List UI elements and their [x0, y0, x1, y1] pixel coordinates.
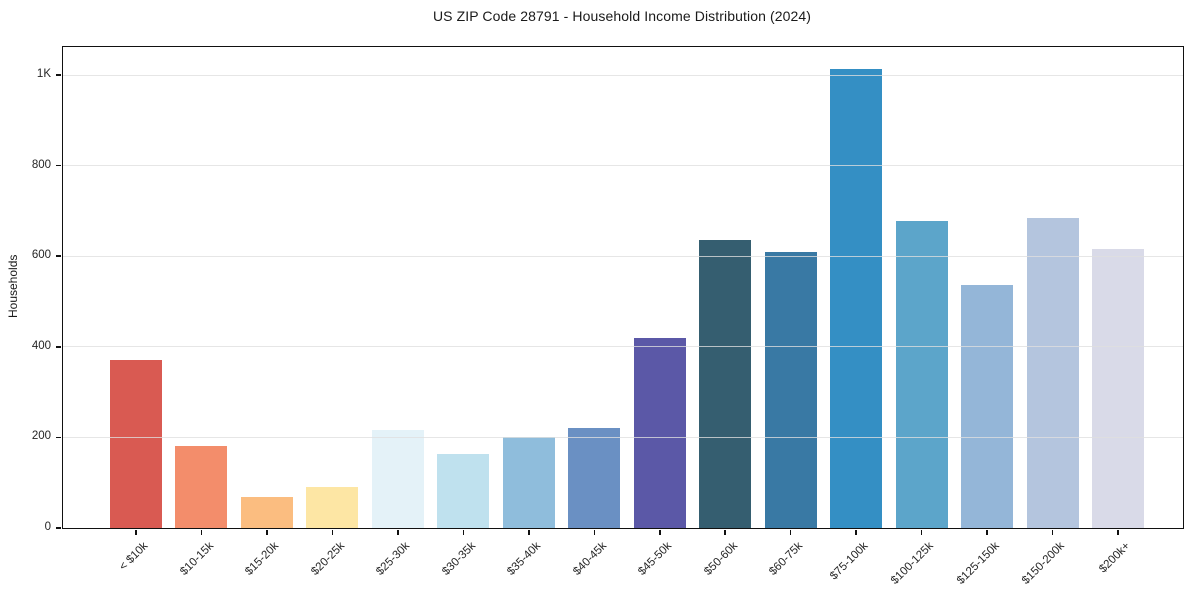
- x-tick-mark: [266, 529, 268, 535]
- gridline: [63, 255, 1183, 257]
- bar-$25-30k: [371, 430, 424, 528]
- y-tick-mark: [56, 255, 61, 257]
- y-tick-mark: [56, 164, 61, 167]
- x-tick-label: $15-20k: [243, 540, 282, 578]
- bar-$200k+: [1092, 249, 1145, 528]
- x-tick-mark: [986, 529, 988, 535]
- y-tick-label: 800: [31, 158, 51, 171]
- x-tick-label: < $10k: [117, 540, 151, 574]
- x-tick-mark: [1117, 529, 1119, 535]
- y-tick-mark: [56, 346, 61, 348]
- x-tick-label: $25-30k: [374, 540, 413, 578]
- x-tick-label: $125-150k: [954, 540, 1002, 587]
- x-tick-label: $30-35k: [439, 540, 478, 578]
- x-tick-mark: [331, 529, 334, 535]
- x-tick-mark: [200, 529, 203, 535]
- bar-$50-60k: [699, 239, 752, 528]
- x-tick-label: $150-200k: [1020, 540, 1068, 587]
- y-tick-label: 600: [31, 249, 51, 262]
- x-tick-label: $40-45k: [570, 540, 609, 578]
- x-tick-mark: [789, 529, 792, 535]
- bar-$15-20k: [240, 497, 293, 528]
- x-tick-label: $50-60k: [701, 540, 740, 578]
- gridline: [63, 436, 1183, 438]
- x-tick-mark: [724, 529, 726, 535]
- x-tick-mark: [593, 529, 596, 535]
- x-tick-mark: [855, 529, 857, 535]
- y-tick-mark: [56, 527, 61, 529]
- bar-$45-50k: [633, 337, 686, 528]
- y-tick-label: 200: [31, 430, 51, 443]
- bar-$60-75k: [764, 252, 817, 528]
- bar-$75-100k: [830, 68, 883, 528]
- y-tick-mark: [56, 436, 61, 439]
- x-tick-label: $45-50k: [636, 540, 675, 578]
- x-tick-mark: [135, 529, 137, 535]
- bar-$100-125k: [895, 220, 948, 528]
- x-tick-label: $35-40k: [505, 540, 544, 578]
- bar-$10-15k: [175, 446, 228, 528]
- x-tick-mark: [528, 529, 530, 535]
- x-tick-label: $60-75k: [767, 540, 806, 578]
- x-tick-mark: [1051, 529, 1054, 535]
- y-axis-label: Households: [6, 254, 20, 319]
- y-tick-mark: [56, 74, 61, 76]
- gridline: [63, 165, 1183, 167]
- x-tick-label: $20-25k: [309, 540, 347, 578]
- chart-title: US ZIP Code 28791 - Household Income Dis…: [432, 8, 812, 24]
- bar-$125-150k: [961, 284, 1014, 528]
- x-tick-mark: [397, 529, 399, 535]
- plot-area: 0 200 400 600 800 1K < $10k $10-15k $15-20k $20-2…: [32, 46, 1184, 587]
- bar-$35-40k: [502, 436, 555, 528]
- x-tick-mark: [462, 529, 465, 535]
- y-tick-label: 1K: [36, 68, 51, 81]
- y-tick-label: 400: [31, 339, 51, 352]
- bar-$20-25k: [306, 487, 359, 528]
- gridline: [63, 346, 1183, 348]
- y-tick-label: 0: [44, 521, 51, 533]
- bar-$30-35k: [437, 454, 490, 528]
- x-tick-label: $10-15k: [178, 540, 216, 578]
- x-tick-label: $200k+: [1097, 540, 1133, 576]
- x-tick-mark: [920, 529, 923, 535]
- x-tick-label: $75-100k: [828, 540, 871, 583]
- gridline: [63, 74, 1183, 76]
- bar-$150-200k: [1026, 217, 1079, 528]
- x-tick-mark: [659, 529, 661, 535]
- bar-< $10k: [110, 360, 162, 528]
- bar-$40-45k: [568, 427, 621, 528]
- x-tick-label: $100-125k: [889, 540, 937, 587]
